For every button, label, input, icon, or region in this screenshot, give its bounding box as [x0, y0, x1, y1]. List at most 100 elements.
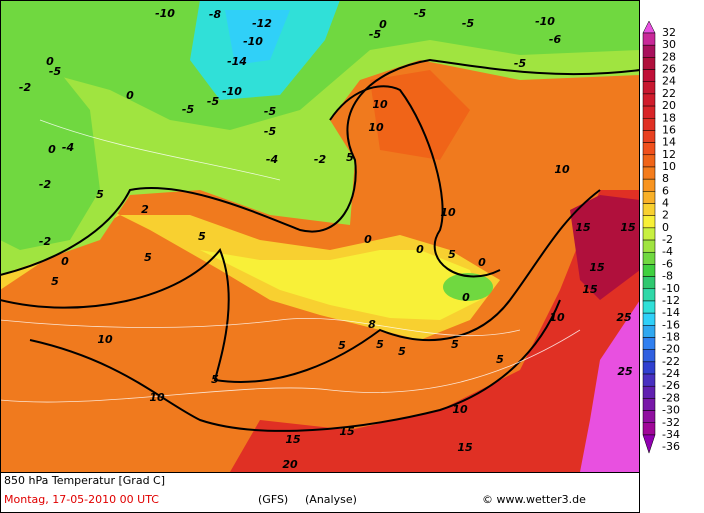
colorbar-band [642, 349, 656, 363]
colorbar-label: -18 [662, 331, 680, 344]
contour-label: 15 [339, 425, 355, 438]
contour-label: -5 [369, 28, 382, 41]
contour-label: 5 [448, 248, 456, 261]
colorbar-band [642, 32, 656, 46]
colorbar-band [642, 44, 656, 58]
contour-line [29, 299, 561, 432]
isoline [0, 317, 521, 337]
magenta-zone [580, 300, 640, 472]
colorbar-band [642, 410, 656, 424]
colorbar-band [642, 203, 656, 216]
colorbar-band [642, 251, 656, 265]
thin-isolines [0, 119, 581, 403]
contour-label: 0 [126, 89, 134, 102]
contour-label: 5 [338, 339, 346, 352]
colorbar-label: 26 [662, 63, 676, 76]
colorbar-band [642, 264, 656, 277]
contour-label: -2 [39, 235, 52, 248]
contour-label: 5 [376, 338, 384, 351]
colorbar-label: 16 [662, 123, 676, 136]
colorbar-label: -30 [662, 404, 680, 417]
contour-label: -10 [535, 15, 555, 28]
colorbar-label: -36 [662, 440, 680, 453]
colorbar-band [642, 422, 656, 436]
contour-label: 15 [620, 221, 636, 234]
colorbar-band [642, 118, 656, 131]
colorbar-band [642, 81, 656, 95]
contour-label: -5 [514, 57, 527, 70]
colorbar-label: -2 [662, 233, 673, 246]
colorbar-label: -14 [662, 306, 680, 319]
contour-label: -10 [222, 85, 242, 98]
contour-label: 15 [589, 261, 605, 274]
colorbar-band [642, 337, 656, 350]
contour-label: 5 [198, 230, 206, 243]
contour-label: -8 [209, 8, 222, 21]
colorbar-band [642, 93, 656, 107]
isoline [39, 119, 281, 181]
contour-label: -5 [49, 65, 62, 78]
contour-label: 25 [617, 365, 633, 378]
colorbar-band [642, 154, 656, 168]
contour-label: 15 [575, 221, 591, 234]
colorbar-band [642, 239, 656, 253]
blue-core [225, 10, 290, 65]
colorbar-label: -4 [662, 245, 673, 258]
contour-label: 10 [440, 206, 456, 219]
colorbar-band [642, 276, 656, 290]
colorbar-label: 8 [662, 172, 669, 185]
contour-label: -6 [549, 33, 562, 46]
contour-label: -5 [207, 95, 220, 108]
colorbar-label: -22 [662, 355, 680, 368]
colorbar-label: 2 [662, 209, 669, 222]
colorbar-band [642, 166, 656, 180]
contour-label: 15 [582, 283, 598, 296]
footer-copyright: © www.wetter3.de [482, 493, 586, 506]
colorbar-label: 4 [662, 197, 669, 210]
colorbar-label: 10 [662, 160, 676, 173]
colorbar-band [642, 105, 656, 119]
colorbar-band [642, 373, 656, 387]
colorbar-band [642, 312, 656, 326]
colorbar-label: -10 [662, 282, 680, 295]
contour-label: 5 [51, 275, 59, 288]
contour-line [0, 58, 641, 276]
contour-label: 2 [141, 203, 149, 216]
green-patch [443, 273, 493, 301]
colorbar-band [642, 325, 656, 338]
colorbar-label: 24 [662, 75, 676, 88]
contour-label: -5 [414, 7, 427, 20]
contour-label: 10 [452, 403, 468, 416]
footer-model: (GFS) [258, 493, 288, 506]
colorbar-label: -32 [662, 416, 680, 429]
colorbar-label: -26 [662, 379, 680, 392]
colorbar-label: -34 [662, 428, 680, 441]
contour-label: 0 [462, 291, 470, 304]
colorbar-band [642, 69, 656, 82]
colorbar-tip [642, 434, 656, 454]
contour-label: 0 [48, 143, 56, 156]
contour-label: -5 [462, 17, 475, 30]
colorbar-band [642, 385, 656, 399]
colorbar-label: -24 [662, 367, 680, 380]
contours [0, 58, 641, 432]
contour-label: -2 [19, 81, 32, 94]
contour-label: 10 [368, 121, 384, 134]
warm-patch [370, 70, 470, 160]
contour-labels: -10-12-10-14-10-5-5 -5-5-4 -2-8-50-5-5 -10-… [19, 7, 636, 471]
colorbar-label: -6 [662, 257, 673, 270]
contour-label: 10 [149, 391, 165, 404]
yellow-core [200, 250, 480, 320]
colorbar-label: -12 [662, 294, 680, 307]
colorbar-label: 0 [662, 221, 669, 234]
colorbar-band [642, 361, 656, 375]
contour-label: 10 [554, 163, 570, 176]
colorbar-tip [642, 20, 656, 34]
contour-label: 0 [478, 256, 486, 269]
contour-label: 15 [457, 441, 473, 454]
colorbar-label: -8 [662, 270, 673, 283]
isoline [0, 329, 581, 403]
contour-label: -4 [266, 153, 278, 166]
